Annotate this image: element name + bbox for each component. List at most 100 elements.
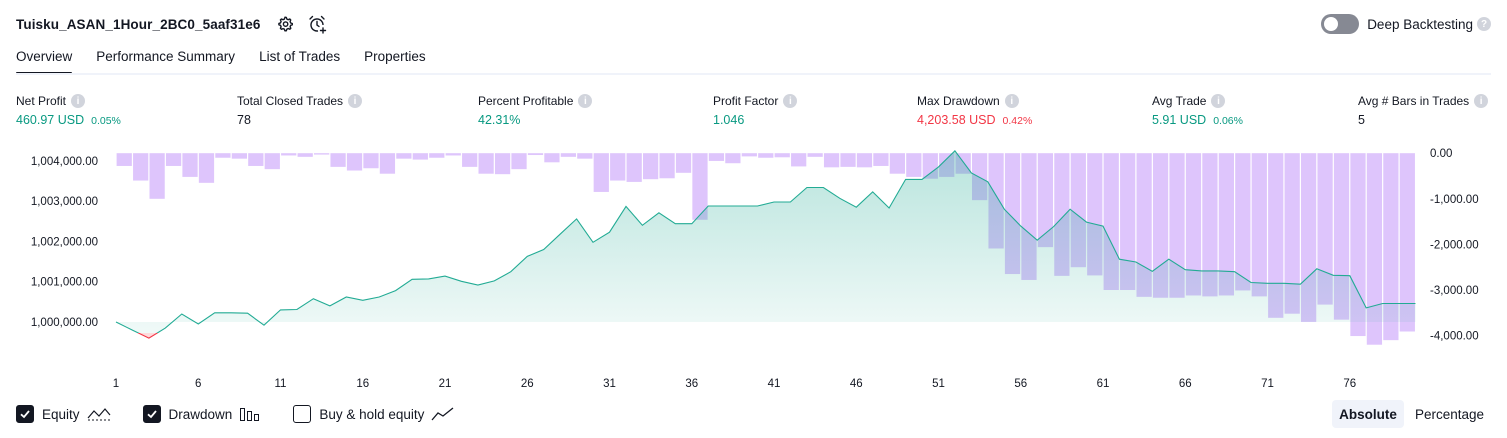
x-tick-label: 16 <box>356 378 369 390</box>
info-icon[interactable]: i <box>783 94 798 108</box>
metric-net-profit: Net Profit i 460.97 USD 0.05% <box>16 92 121 127</box>
metric-label: Percent Profitable i <box>478 92 593 110</box>
metric-label-text: Profit Factor <box>713 94 779 108</box>
metric-total-closed-trades: Total Closed Trades i 78 <box>237 92 363 127</box>
metric-value-text: 4,203.58 USD <box>917 113 996 127</box>
metric-label-text: Max Drawdown <box>917 94 1000 108</box>
legend-equity[interactable]: Equity <box>16 405 111 423</box>
equity-drawdown-chart[interactable]: 1,000,000.00 1,001,000.00 1,002,000.00 1,00… <box>0 140 1507 395</box>
drawdown-bar <box>363 153 379 169</box>
metric-value-text: 5 <box>1358 113 1365 127</box>
equity-checkbox[interactable] <box>16 405 34 423</box>
legend-buy-hold[interactable]: Buy & hold equity <box>293 405 455 423</box>
info-icon[interactable]: i <box>348 94 363 108</box>
deep-backtesting-label: Deep Backtesting <box>1367 16 1473 32</box>
metric-label: Avg # Bars in Trades i <box>1358 92 1489 110</box>
tabs-divider <box>16 73 1491 75</box>
drawdown-bar <box>758 153 774 158</box>
drawdown-bar <box>692 153 708 220</box>
deep-backtesting-toggle[interactable] <box>1321 14 1360 34</box>
help-icon[interactable]: ? <box>1477 17 1491 31</box>
drawdown-bar <box>774 153 790 158</box>
drawdown-bar <box>149 153 165 199</box>
drawdown-bar <box>840 153 856 167</box>
y-right-tick-label: -1,000.00 <box>1430 194 1479 206</box>
metric-label-text: Total Closed Trades <box>237 94 344 108</box>
y-left-tick-label: 1,002,000.00 <box>31 236 98 248</box>
equity-line <box>115 149 1416 333</box>
metric-value: 1.046 <box>713 113 797 127</box>
info-icon[interactable]: i <box>1211 94 1226 108</box>
metric-label: Avg Trade i <box>1152 92 1243 110</box>
drawdown-bar <box>560 153 576 157</box>
y-left-tick-label: 1,000,000.00 <box>31 317 98 329</box>
drawdown-bar <box>1317 153 1333 305</box>
drawdown-bar <box>1235 153 1251 291</box>
drawdown-bar <box>314 153 330 155</box>
drawdown-bar <box>1399 153 1415 332</box>
percentage-button[interactable]: Percentage <box>1414 406 1484 422</box>
drawdown-bar <box>1202 153 1218 297</box>
tab-overview[interactable]: Overview <box>16 44 73 75</box>
drawdown-bar <box>429 153 445 158</box>
x-tick-label: 26 <box>521 378 534 390</box>
drawdown-bar <box>478 153 494 174</box>
drawdown-bar <box>1218 153 1234 296</box>
metric-percent-profitable: Percent Profitable i 42.31% <box>478 92 593 127</box>
drawdown-bar <box>807 153 823 157</box>
drawdown-bar <box>675 153 692 173</box>
chart-legend: Equity Drawdown Buy & hold equity <box>16 402 487 426</box>
display-mode-switch: Absolute Percentage <box>1328 400 1491 428</box>
legend-drawdown-label: Drawdown <box>168 406 233 422</box>
metric-pct: 0.05% <box>91 115 121 127</box>
equity-loss-fill <box>138 333 158 339</box>
metric-label-text: Avg Trade <box>1152 94 1207 108</box>
metric-value: 78 <box>237 113 362 127</box>
drawdown-bar <box>182 153 198 177</box>
metric-avg-trade: Avg Trade i 5.91 USD 0.06% <box>1152 92 1243 127</box>
tab-bar: Overview Performance Summary List of Tra… <box>16 44 450 75</box>
y-axis-left: 1,000,000.00 1,001,000.00 1,002,000.00 1,00… <box>31 156 98 329</box>
metric-pct: 0.06% <box>1213 115 1243 127</box>
drawdown-bar <box>412 153 428 160</box>
metric-avg-bars-in-trades: Avg # Bars in Trades i 5 <box>1358 92 1489 127</box>
drawdown-bar <box>1284 153 1300 314</box>
info-icon[interactable]: i <box>1474 94 1489 108</box>
drawdown-bar <box>379 153 396 174</box>
x-tick-label: 76 <box>1343 378 1356 390</box>
metric-label: Max Drawdown i <box>917 92 1032 110</box>
tab-properties[interactable]: Properties <box>364 49 426 64</box>
x-tick-label: 51 <box>932 378 945 390</box>
add-alert-clock-icon[interactable] <box>306 13 328 35</box>
legend-buy-hold-label: Buy & hold equity <box>319 406 425 422</box>
strategy-header: Tuisku_ASAN_1Hour_2BC0_5aaf31e6 <box>16 12 328 36</box>
drawdown-bar <box>1366 153 1383 345</box>
drawdown-bar <box>791 153 807 167</box>
info-icon[interactable]: i <box>578 94 593 108</box>
metric-value-text: 78 <box>237 113 251 127</box>
drawdown-checkbox[interactable] <box>142 405 161 423</box>
gear-icon[interactable] <box>274 13 296 35</box>
buy-hold-line-icon <box>431 406 455 422</box>
metric-profit-factor: Profit Factor i 1.046 <box>713 92 798 127</box>
x-tick-label: 11 <box>275 378 287 390</box>
drawdown-bar <box>527 153 544 156</box>
absolute-button[interactable]: Absolute <box>1332 400 1404 428</box>
drawdown-bar <box>708 153 725 161</box>
metric-label-text: Percent Profitable <box>478 94 574 108</box>
drawdown-bar <box>297 153 313 157</box>
check-icon <box>146 410 157 419</box>
tab-performance-summary[interactable]: Performance Summary <box>96 49 236 64</box>
drawdown-bar <box>1383 153 1399 341</box>
buy-hold-checkbox[interactable] <box>293 405 312 423</box>
info-icon[interactable]: i <box>71 94 86 108</box>
legend-drawdown[interactable]: Drawdown <box>142 405 262 423</box>
x-tick-label: 71 <box>1261 378 1274 390</box>
x-axis: 1 6 11 16 21 26 31 36 41 46 51 56 61 66 71 76 <box>113 378 1356 390</box>
drawdown-bar <box>511 153 527 170</box>
drawdown-bar <box>445 153 461 156</box>
drawdown-bar <box>610 153 626 181</box>
info-icon[interactable]: i <box>1004 94 1019 108</box>
tab-list-of-trades[interactable]: List of Trades <box>259 49 341 64</box>
x-tick-label: 36 <box>685 378 698 390</box>
